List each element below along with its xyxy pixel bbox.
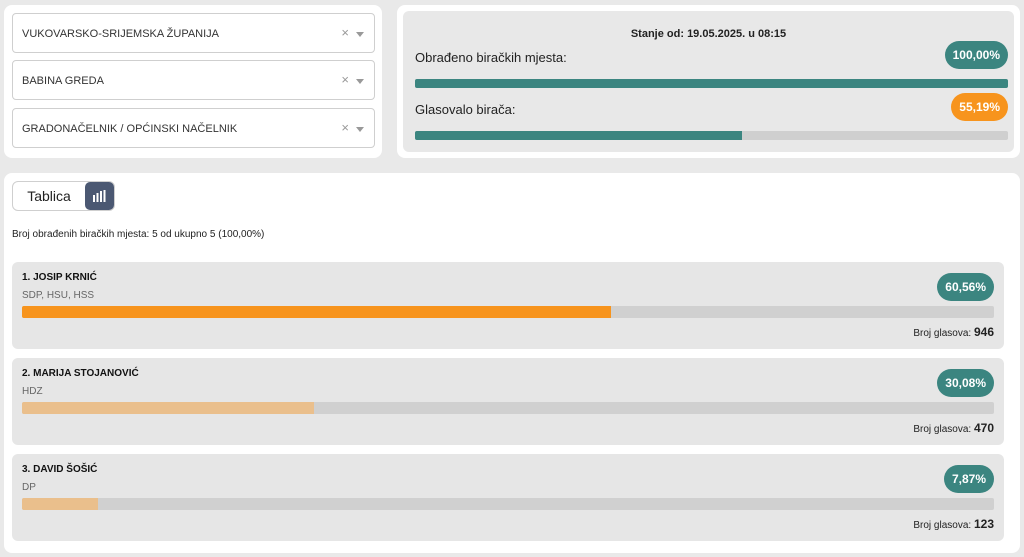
status-summary: Stanje od: 19.05.2025. u 08:15 Obrađeno …	[403, 11, 1014, 152]
municipality-select[interactable]: BABINA GREDA ×	[12, 60, 375, 100]
candidate-vote-fill	[22, 402, 315, 414]
race-clear-icon[interactable]: ×	[341, 120, 349, 135]
processed-stations-text: Broj obrađenih biračkih mjesta: 5 od uku…	[12, 229, 265, 240]
county-chevron-down-icon[interactable]	[356, 32, 364, 37]
results-panel: Tablica Broj obrađenih biračkih mjesta: …	[4, 173, 1020, 553]
candidate-votes: Broj glasova: 123	[913, 517, 994, 531]
candidate-vote-bar	[22, 498, 994, 510]
municipality-chevron-down-icon[interactable]	[356, 79, 364, 84]
filters-panel: VUKOVARSKO-SRIJEMSKA ŽUPANIJA × BABINA G…	[4, 5, 382, 158]
candidate-votes: Broj glasova: 470	[913, 421, 994, 435]
candidate-vote-bar	[22, 306, 994, 318]
candidate-card: 3. DAVID ŠOŠIĆ DP 7,87% Broj glasova: 12…	[12, 454, 1004, 541]
bar-chart-icon	[93, 190, 106, 202]
race-select[interactable]: GRADONAČELNIK / OPĆINSKI NAČELNIK ×	[12, 108, 375, 148]
candidate-name: 3. DAVID ŠOŠIĆ	[22, 464, 98, 475]
votes-label: Broj glasova:	[913, 520, 972, 531]
votes-count: 470	[973, 421, 994, 435]
turnout-progress-fill	[415, 131, 743, 140]
candidate-party: SDP, HSU, HSS	[22, 290, 95, 301]
candidate-votes: Broj glasova: 946	[913, 325, 994, 339]
race-chevron-down-icon[interactable]	[356, 127, 364, 132]
county-clear-icon[interactable]: ×	[341, 25, 349, 40]
candidate-card: 2. MARIJA STOJANOVIĆ HDZ 30,08% Broj gla…	[12, 358, 1004, 445]
county-select-value: VUKOVARSKO-SRIJEMSKA ŽUPANIJA	[22, 28, 220, 40]
votes-count: 946	[973, 325, 994, 339]
municipality-select-value: BABINA GREDA	[22, 75, 104, 87]
candidate-name: 1. JOSIP KRNIĆ	[22, 272, 97, 283]
votes-label: Broj glasova:	[913, 424, 972, 435]
turnout-progress-bar	[415, 131, 1008, 140]
candidate-percent-badge: 30,08%	[937, 369, 994, 397]
candidate-card: 1. JOSIP KRNIĆ SDP, HSU, HSS 60,56% Broj…	[12, 262, 1004, 349]
processed-label: Obrađeno biračkih mjesta:	[415, 50, 567, 65]
processed-progress-fill	[415, 79, 1008, 88]
votes-count: 123	[973, 517, 994, 531]
candidate-party: DP	[22, 482, 36, 493]
candidate-vote-fill	[22, 498, 99, 510]
turnout-label: Glasovalo birača:	[415, 102, 516, 117]
candidate-percent-badge: 7,87%	[943, 465, 994, 493]
tab-chart[interactable]	[85, 182, 114, 210]
county-select[interactable]: VUKOVARSKO-SRIJEMSKA ŽUPANIJA ×	[12, 13, 375, 53]
status-panel: Stanje od: 19.05.2025. u 08:15 Obrađeno …	[397, 5, 1020, 158]
status-timestamp: Stanje od: 19.05.2025. u 08:15	[630, 28, 787, 40]
municipality-clear-icon[interactable]: ×	[341, 72, 349, 87]
candidate-percent-badge: 60,56%	[937, 273, 994, 301]
processed-percent-badge: 100,00%	[944, 41, 1008, 69]
candidate-party: HDZ	[22, 386, 43, 397]
candidate-vote-fill	[22, 306, 611, 318]
votes-label: Broj glasova:	[913, 328, 972, 339]
view-toggle: Tablica	[12, 181, 115, 211]
race-select-value: GRADONAČELNIK / OPĆINSKI NAČELNIK	[22, 123, 238, 135]
turnout-percent-badge: 55,19%	[951, 93, 1008, 121]
processed-progress-bar	[415, 79, 1008, 88]
tab-table[interactable]: Tablica	[27, 188, 71, 204]
candidate-name: 2. MARIJA STOJANOVIĆ	[22, 368, 139, 379]
candidate-vote-bar	[22, 402, 994, 414]
